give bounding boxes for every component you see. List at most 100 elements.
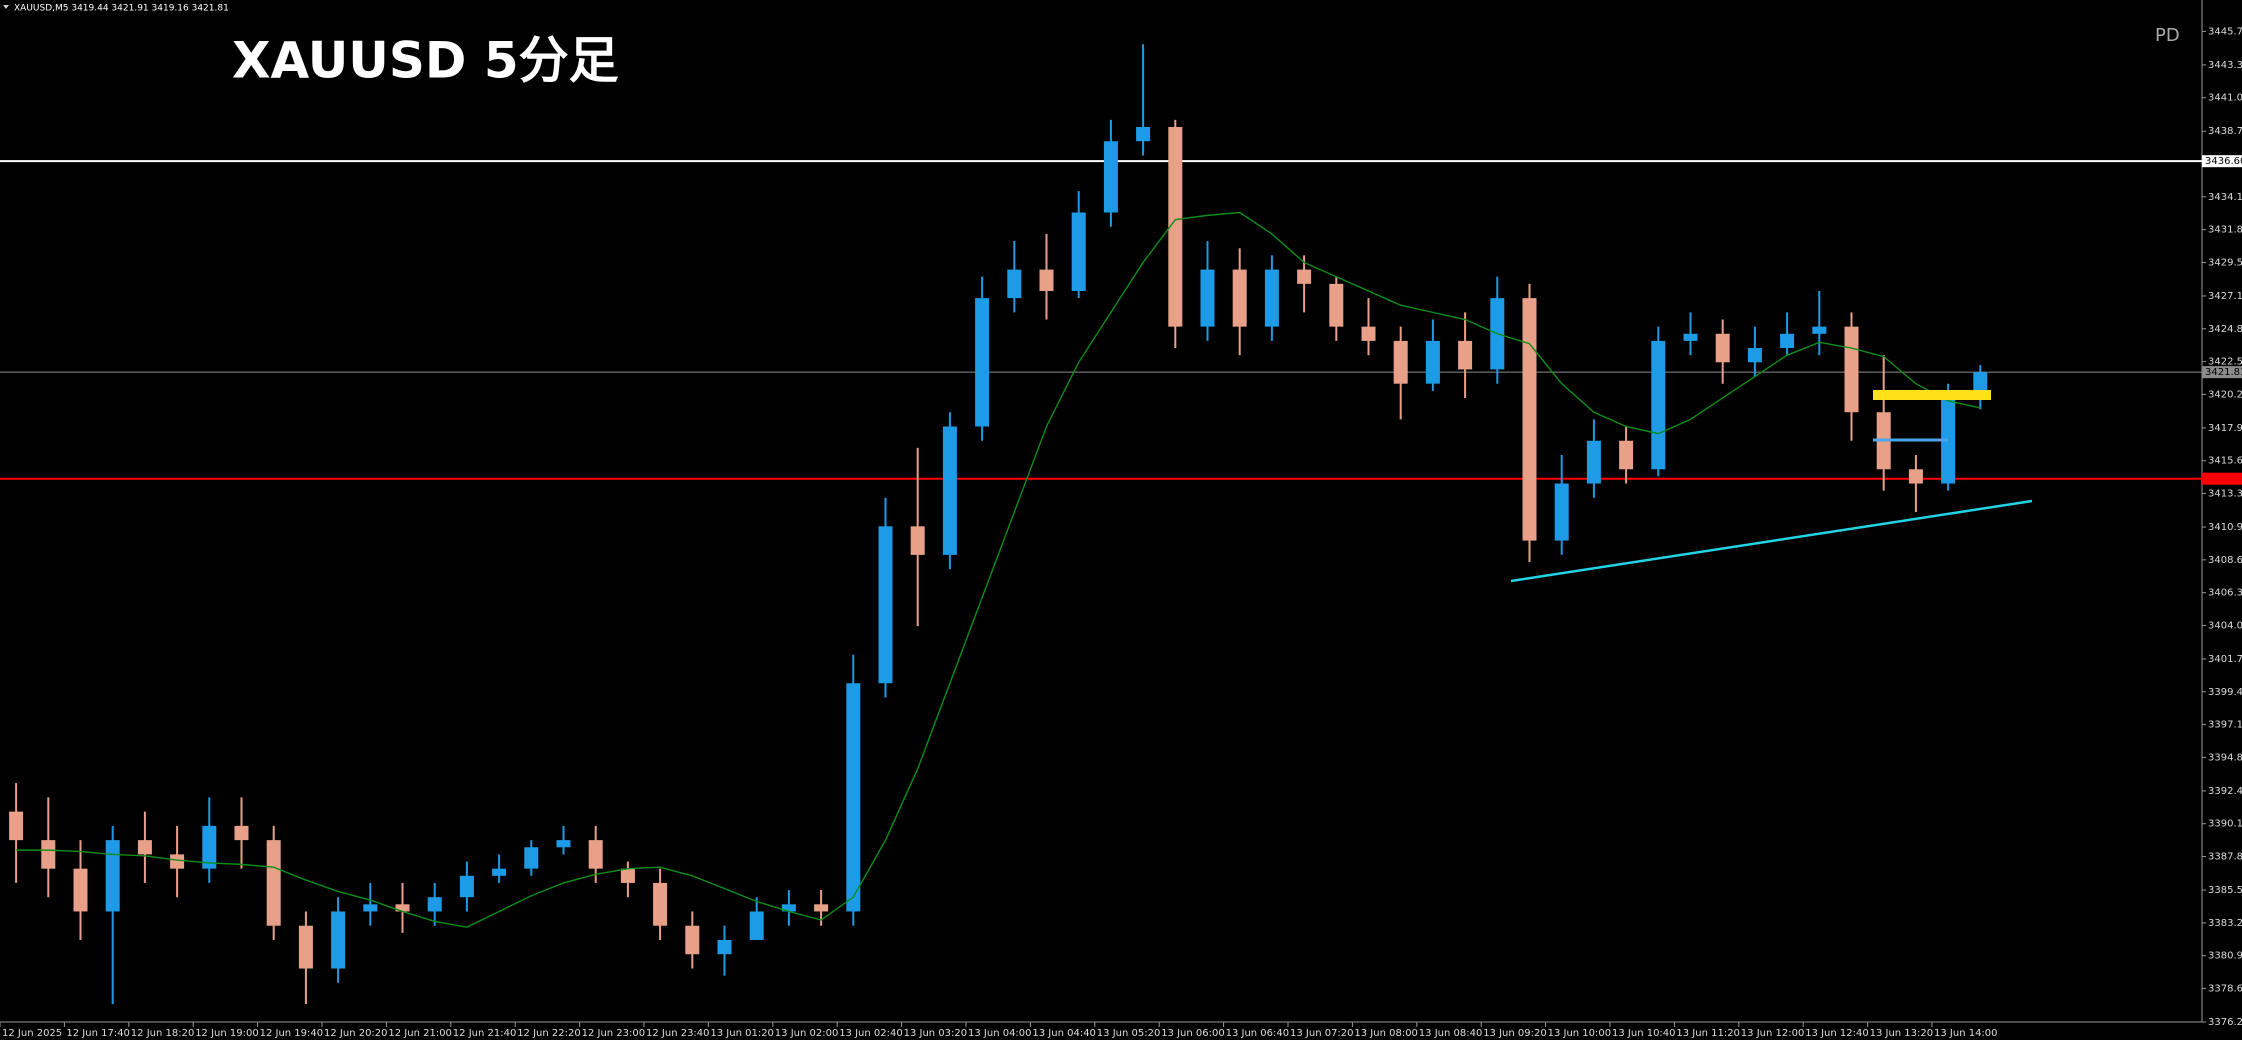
candle-body (234, 825, 249, 841)
candle-body (1908, 469, 1923, 484)
candle-body (1458, 340, 1473, 370)
candle-body (1715, 333, 1730, 363)
x-tick-label: 13 Jun 08:00 (1354, 1028, 1418, 1039)
candle-body (1393, 340, 1408, 384)
candle-body (427, 897, 442, 912)
y-tick-label: 3420.25 (2208, 389, 2242, 400)
candle-body (1522, 298, 1537, 541)
level-label: 3421.81 (2205, 367, 2242, 378)
y-tick-label: 3438.70 (2208, 126, 2242, 137)
candle-body (266, 840, 281, 926)
candle-body (620, 868, 635, 883)
y-tick-label: 3443.35 (2208, 60, 2242, 71)
candle-body (524, 847, 539, 869)
candle-body (1329, 283, 1344, 327)
x-tick-label: 13 Jun 10:00 (1548, 1028, 1612, 1039)
x-tick-label: 13 Jun 06:40 (1226, 1028, 1290, 1039)
x-tick-label: 13 Jun 06:00 (1161, 1028, 1225, 1039)
x-tick-label: 13 Jun 12:00 (1741, 1028, 1805, 1039)
y-tick-label: 3434.10 (2208, 192, 2242, 203)
candle-body (1168, 126, 1183, 327)
candle-body (846, 683, 861, 912)
x-tick-label: 12 Jun 23:40 (646, 1028, 710, 1039)
candle-body (41, 840, 56, 869)
candle-body (1200, 269, 1215, 327)
candle-body (492, 868, 507, 876)
candle-body (395, 904, 410, 912)
candle-body (685, 925, 700, 955)
y-tick-label: 3401.70 (2208, 654, 2242, 665)
y-tick-label: 3378.60 (2208, 983, 2242, 994)
y-tick-label: 3424.85 (2208, 324, 2242, 335)
candle-body (331, 911, 346, 969)
candle-body (1071, 212, 1086, 291)
y-tick-label: 3415.60 (2208, 456, 2242, 467)
candle-body (814, 904, 829, 912)
candle-body (1554, 483, 1569, 541)
corner-text: PD (2155, 25, 2180, 46)
candle-body (942, 426, 957, 555)
x-tick-label: 12 Jun 22:20 (517, 1028, 581, 1039)
candle-body (1361, 326, 1376, 341)
x-tick-label: 12 Jun 21:40 (453, 1028, 517, 1039)
y-tick-label: 3380.90 (2208, 951, 2242, 962)
y-tick-label: 3383.20 (2208, 918, 2242, 929)
candle-body (1844, 326, 1859, 413)
candle-body (1812, 326, 1827, 334)
y-tick-label: 3445.70 (2208, 26, 2242, 37)
x-tick-label: 13 Jun 01:20 (710, 1028, 774, 1039)
x-tick-label: 13 Jun 09:20 (1483, 1028, 1547, 1039)
y-tick-label: 3390.15 (2208, 819, 2242, 830)
y-tick-label: 3392.45 (2208, 786, 2242, 797)
x-tick-label: 13 Jun 03:20 (904, 1028, 968, 1039)
candle-body (1747, 348, 1762, 363)
y-tick-label: 3429.50 (2208, 257, 2242, 268)
y-tick-label: 3441.05 (2208, 93, 2242, 104)
zone-marker (1873, 390, 1991, 400)
candle-body (1039, 269, 1054, 291)
candle-body (202, 825, 217, 869)
x-tick-label: 13 Jun 13:20 (1870, 1028, 1934, 1039)
y-tick-label: 3385.50 (2208, 885, 2242, 896)
candle-body (1007, 269, 1022, 299)
y-tick-label: 3404.05 (2208, 620, 2242, 631)
x-tick-label: 13 Jun 07:20 (1290, 1028, 1354, 1039)
x-tick-label: 13 Jun 04:40 (1032, 1028, 1096, 1039)
candle-body (1780, 333, 1795, 349)
x-tick-label: 13 Jun 04:00 (968, 1028, 1032, 1039)
candle-body (1297, 269, 1312, 284)
menu-arrow (3, 5, 9, 9)
y-tick-label: 3406.35 (2208, 588, 2242, 599)
plot: 3445.70 3443.35 3441.05 3438.70 3434.10 3431.… (0, 26, 2242, 1039)
y-tick-label: 3422.55 (2208, 357, 2242, 368)
x-tick-label: 13 Jun 02:40 (839, 1028, 903, 1039)
trend-line (1510, 499, 2033, 583)
y-tick-label: 3408.65 (2208, 555, 2242, 566)
y-tick-label: 3413.30 (2208, 489, 2242, 500)
y-tick-label: 3376.25 (2208, 1017, 2242, 1028)
candle-body (878, 526, 893, 684)
candle-body (9, 811, 24, 841)
candle-body (910, 526, 925, 555)
y-tick-label: 3431.80 (2208, 225, 2242, 236)
candle-body (588, 840, 603, 869)
x-tick-label: 12 Jun 19:00 (195, 1028, 259, 1039)
y-tick-label: 3399.40 (2208, 687, 2242, 698)
candle-body (459, 875, 474, 898)
candle-body (170, 854, 185, 869)
candle-body (1651, 340, 1666, 470)
candle-body (298, 925, 313, 969)
x-tick-label: 13 Jun 12:40 (1805, 1028, 1869, 1039)
x-tick-label: 12 Jun 17:40 (66, 1028, 130, 1039)
y-tick-label: 3410.95 (2208, 522, 2242, 533)
candle-body (1232, 269, 1247, 327)
level-label-box (2202, 366, 2242, 379)
candle-body (73, 868, 88, 912)
candle-body (781, 904, 796, 912)
y-tick-label: 3397.10 (2208, 720, 2242, 731)
level-label-box (2202, 472, 2242, 485)
candle-body (975, 298, 990, 427)
x-tick-label: 13 Jun 05:20 (1097, 1028, 1161, 1039)
candle-body (1264, 269, 1279, 327)
